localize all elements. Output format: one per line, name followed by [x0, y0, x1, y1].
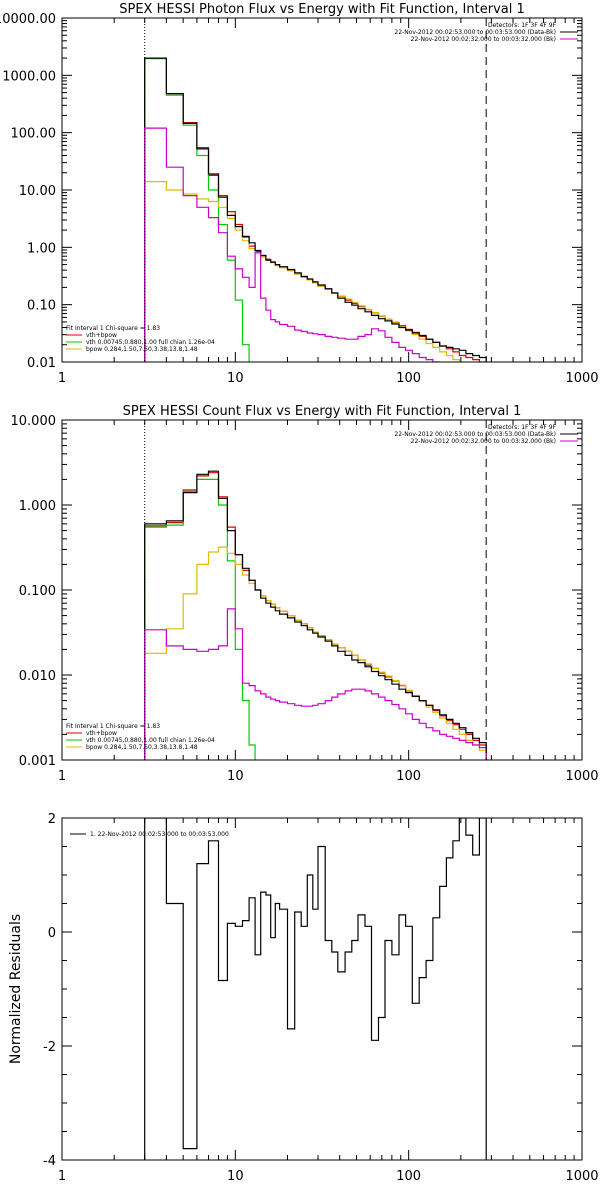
fit-legend-header: Fit Interval 1 Chi-square = 1.83	[66, 723, 160, 730]
fit-legend-text: vth+bpow	[86, 730, 117, 737]
plot-frame	[61, 419, 583, 761]
y-tick-label: 0.001	[19, 754, 56, 769]
top-legend-text: Detectors: 1F 3F 4F 9F	[488, 22, 557, 29]
series-line-5	[144, 127, 441, 362]
series-line-3	[144, 546, 487, 760]
series-line-4	[144, 57, 487, 362]
fit-legend-header: Fit Interval 1 Chi-square = 1.83	[66, 325, 160, 332]
x-tick-label: 1	[58, 769, 66, 784]
fit-legend-text: vth+bpow	[86, 332, 117, 339]
y-tick-label: -2	[43, 1040, 56, 1055]
chart-panel-2: SPEX HESSI Count Flux vs Energy with Fit…	[11, 404, 599, 784]
x-tick-label: 100	[396, 1169, 421, 1184]
top-legend-text: 22-Nov-2012 00:02:53.000 to 00:03:53.000…	[394, 431, 556, 438]
x-tick-label: 1000	[565, 1169, 598, 1184]
top-legend-text: 22-Nov-2012 00:02:32.000 to 00:03:32.000…	[411, 36, 556, 43]
x-tick-label: 10	[227, 1169, 244, 1184]
y-tick-label: 100.00	[11, 127, 57, 142]
x-tick-label: 10	[227, 769, 244, 784]
y-tick-label: 10.000	[11, 414, 57, 429]
top-legend-text: Detectors: 1F 3F 4F 9F	[488, 424, 557, 431]
y-tick-label: 1.000	[19, 499, 56, 514]
series-line-2	[144, 478, 256, 760]
chart-panel-3: Normalized Residuals 1 10 100 1000 -4 -2 0 2 1. 2…	[8, 812, 599, 1184]
y-tick-label: 0.01	[27, 356, 56, 371]
series-line-5	[144, 608, 487, 760]
y-tick-label: 1.00	[27, 241, 56, 256]
x-tick-label: 10	[227, 371, 244, 386]
series-line-1	[144, 57, 487, 362]
y-tick-label: 0.010	[19, 669, 56, 684]
y-tick-label: 0.100	[19, 584, 56, 599]
chart-panel-1: SPEX HESSI Photon Flux vs Energy with Fi…	[0, 2, 599, 386]
y-tick-label: 0	[48, 926, 56, 941]
y-tick-label: 1000.00	[2, 69, 56, 84]
y-tick-label: 0.10	[27, 299, 56, 314]
plot-frame	[61, 17, 583, 363]
y-tick-label: -4	[43, 1154, 56, 1169]
fit-legend-text: vth 0.00745,0.880,1.00 full chian 1.26e-…	[86, 737, 215, 744]
x-tick-label: 1	[58, 371, 66, 386]
x-tick-label: 1000	[565, 769, 598, 784]
fit-legend-text: vth 0.00745,0.880,1.00 full chian 1.26e-…	[86, 339, 215, 346]
x-tick-label: 100	[396, 371, 421, 386]
y-axis-label: Normalized Residuals	[8, 914, 24, 1064]
series-line-3	[144, 181, 460, 362]
x-tick-label: 100	[396, 769, 421, 784]
chart-title: SPEX HESSI Photon Flux vs Energy with Fi…	[119, 2, 525, 17]
y-tick-label: 2	[48, 812, 56, 827]
x-tick-label: 1000	[565, 371, 598, 386]
plot-frame	[61, 817, 583, 1161]
top-legend-text: 1. 22-Nov-2012 00:02:53.000 to 00:03:53.…	[90, 831, 229, 838]
fit-legend-text: bpow 0.284,1.50,7.50,3.38,13.8,1.48	[86, 744, 198, 751]
fit-legend-text: bpow 0.284,1.50,7.50,3.38,13.8,1.48	[86, 346, 198, 353]
top-legend-text: 22-Nov-2012 00:02:53.000 to 00:03:53.000…	[394, 29, 556, 36]
series-line-1	[144, 472, 487, 760]
chart-title: SPEX HESSI Count Flux vs Energy with Fit…	[123, 404, 522, 419]
series-line-4	[144, 470, 487, 760]
y-tick-label: 10.00	[19, 184, 56, 199]
series-line-1	[144, 818, 487, 1160]
series-group	[144, 470, 487, 760]
series-group	[144, 57, 487, 362]
series-group	[144, 818, 487, 1160]
top-legend-text: 22-Nov-2012 00:02:32.000 to 00:03:32.000…	[411, 438, 556, 445]
y-tick-label: 10000.00	[0, 12, 56, 27]
x-tick-label: 1	[58, 1169, 66, 1184]
